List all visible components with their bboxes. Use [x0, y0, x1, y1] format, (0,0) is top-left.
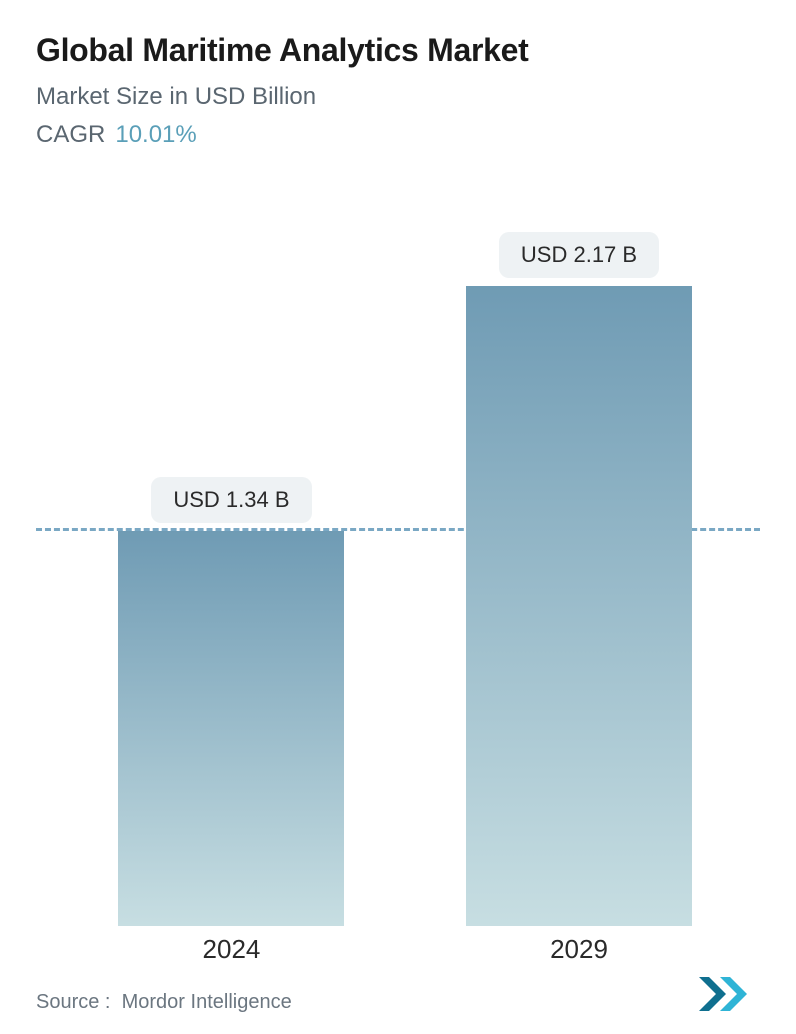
- cagr-row: CAGR 10.01%: [36, 121, 760, 149]
- x-axis-label: 2024: [203, 934, 261, 965]
- source-label: Source :: [36, 991, 110, 1013]
- x-axis-labels: 2024 2029: [36, 934, 760, 974]
- chart-plot: USD 1.34 B USD 2.17 B: [36, 185, 760, 926]
- chart-subtitle: Market Size in USD Billion: [36, 83, 760, 111]
- source-attribution: Source : Mordor Intelligence: [36, 991, 292, 1014]
- value-pill: USD 2.17 B: [499, 232, 659, 278]
- cagr-value: 10.01%: [115, 121, 196, 148]
- bar-group: USD 2.17 B: [466, 232, 692, 926]
- brand-logo-icon: [696, 974, 760, 1014]
- cagr-label: CAGR: [36, 121, 105, 148]
- bar-group: USD 1.34 B: [118, 477, 344, 926]
- bar: [118, 531, 344, 926]
- x-axis-label: 2029: [550, 934, 608, 965]
- chart-area: USD 1.34 B USD 2.17 B 2024 2029 Source : M…: [36, 185, 760, 1014]
- chart-footer: Source : Mordor Intelligence: [36, 974, 760, 1014]
- value-pill: USD 1.34 B: [151, 477, 311, 523]
- chart-title: Global Maritime Analytics Market: [36, 32, 760, 69]
- chart-container: Global Maritime Analytics Market Market …: [0, 0, 796, 1034]
- source-name: Mordor Intelligence: [122, 991, 292, 1013]
- logo-svg: [696, 974, 760, 1014]
- bar: [466, 286, 692, 926]
